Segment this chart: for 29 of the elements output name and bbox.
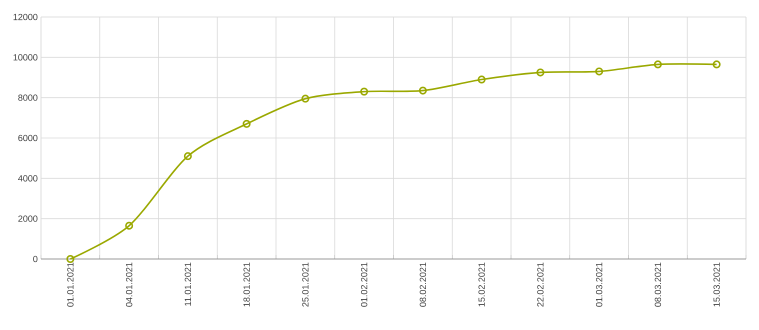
point xyxy=(184,152,192,160)
x-tick-label: 22.02.2021 xyxy=(537,262,544,307)
y-tick-label: 12000 xyxy=(14,14,38,20)
x-tick-label: 08.03.2021 xyxy=(654,262,662,307)
x-tick-label: 15.02.2021 xyxy=(478,262,485,306)
x-tick-label: 25.01.2021 xyxy=(302,262,309,307)
point xyxy=(595,67,604,76)
y-tick-label: 2000 xyxy=(18,215,38,222)
point xyxy=(654,60,662,68)
x-tick-label: 18.01.2021 xyxy=(243,262,250,306)
x-tick-label: 04.01.2021 xyxy=(126,262,132,307)
x-tick-label: 11.01.2021 xyxy=(184,262,192,306)
point xyxy=(360,88,368,96)
y-tick-label: 10000 xyxy=(14,54,38,61)
x-tick-label: 01.01.2021 xyxy=(67,262,74,307)
y-tick-label: 8000 xyxy=(18,94,38,101)
y-tick-label: 0 xyxy=(33,256,38,262)
x-tick-label: 08.02.2021 xyxy=(420,262,426,307)
y-tick-label: 6000 xyxy=(18,134,38,142)
x-tick-label: 01.02.2021 xyxy=(360,262,368,307)
point xyxy=(478,76,486,84)
point xyxy=(536,68,544,76)
x-tick-label: 15.03.2021 xyxy=(713,262,720,306)
point xyxy=(418,86,427,95)
point xyxy=(242,120,251,128)
point xyxy=(125,222,134,230)
x-tick-label: 01.03.2021 xyxy=(596,262,602,307)
point xyxy=(301,94,310,103)
y-tick-label: 4000 xyxy=(18,175,38,182)
